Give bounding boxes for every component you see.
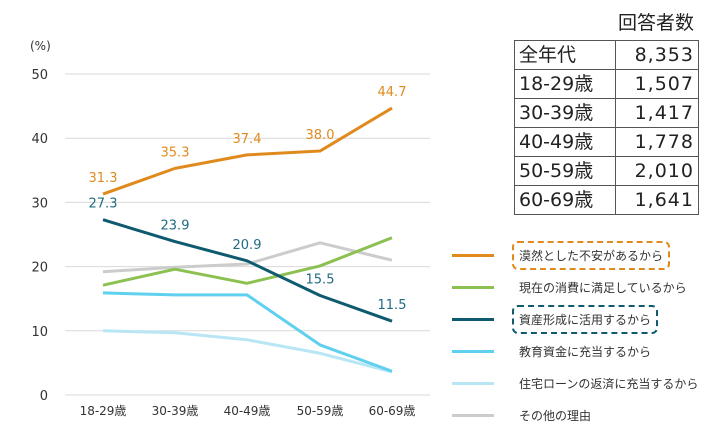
- respondent-count: 1,417: [615, 98, 699, 128]
- age-group: 40-49歳: [514, 127, 616, 157]
- y-tick-label: 30: [31, 196, 48, 211]
- series-line: [102, 329, 393, 374]
- legend-item: 教育資金に充当するから: [452, 336, 712, 366]
- respondent-count: 2,010: [615, 156, 699, 186]
- x-tick-label: 18-29歳: [80, 404, 127, 418]
- table-row: 30-39歳 1,417: [514, 98, 699, 128]
- age-group: 30-39歳: [514, 98, 616, 128]
- legend-item: 現在の消費に満足しているから: [452, 272, 712, 302]
- legend-swatch: [452, 253, 494, 257]
- respondents-title: 回答者数: [618, 12, 695, 34]
- x-tick-label: 60-69歳: [369, 404, 416, 418]
- legend-item: 住宅ローンの返済に充当するから: [452, 368, 712, 398]
- legend-swatch: [452, 381, 494, 385]
- table-row: 全年代 8,353: [514, 40, 699, 70]
- respondent-count: 8,353: [615, 40, 699, 70]
- y-tick-label: 0: [40, 389, 48, 404]
- respondents-table: 全年代 8,353 18-29歳 1,507 30-39歳 1,417 40-49歳 1,77…: [514, 40, 699, 215]
- data-label: 44.7: [378, 85, 407, 100]
- legend-item: 資産形成に活用するから: [452, 304, 712, 334]
- legend-swatch: [452, 413, 494, 417]
- y-tick-label: 50: [31, 68, 48, 83]
- data-label: 27.3: [89, 197, 118, 212]
- table-row: 40-49歳 1,778: [514, 127, 699, 157]
- y-tick-label: 20: [31, 261, 48, 276]
- series-line: [102, 106, 393, 196]
- data-label: 37.4: [233, 132, 262, 147]
- legend-swatch: [452, 317, 494, 321]
- y-tick-label: 40: [31, 132, 48, 147]
- legend-label: 漠然とした不安があるから: [512, 240, 671, 270]
- legend-item: その他の理由: [452, 400, 712, 430]
- age-group: 50-59歳: [514, 156, 616, 186]
- age-group: 60-69歳: [514, 185, 616, 215]
- table-row: 60-69歳 1,641: [514, 185, 699, 215]
- x-tick-label: 50-59歳: [297, 404, 344, 418]
- respondent-count: 1,641: [615, 185, 699, 215]
- data-label: 15.5: [306, 272, 335, 287]
- legend-label: 住宅ローンの返済に充当するから: [519, 376, 699, 391]
- legend-label: 教育資金に充当するから: [519, 344, 652, 359]
- age-group: 全年代: [514, 40, 616, 70]
- data-label: 31.3: [89, 171, 118, 186]
- respondent-count: 1,507: [615, 69, 699, 99]
- respondent-count: 1,778: [615, 127, 699, 157]
- legend-label: 資産形成に活用するから: [512, 304, 659, 334]
- line-chart: (%) 0 10 20 30 40 50 18-29歳 30-39歳 40-49歳 50-59歳 60…: [30, 39, 430, 418]
- table-row: 18-29歳 1,507: [514, 69, 699, 99]
- data-label: 38.0: [306, 128, 335, 143]
- legend-swatch: [452, 285, 494, 289]
- data-label: 35.3: [161, 145, 190, 160]
- data-label: 23.9: [161, 219, 190, 234]
- x-tick-label: 40-49歳: [224, 404, 271, 418]
- age-group: 18-29歳: [514, 69, 616, 99]
- legend-item: 漠然とした不安があるから: [452, 240, 712, 270]
- table-row: 50-59歳 2,010: [514, 156, 699, 186]
- y-axis-label: (%): [30, 39, 51, 53]
- legend-label: 現在の消費に満足しているから: [519, 280, 687, 295]
- x-tick-label: 30-39歳: [152, 404, 199, 418]
- y-tick-label: 10: [31, 325, 48, 340]
- data-label: 20.9: [233, 238, 262, 253]
- legend-swatch: [452, 349, 494, 353]
- legend-label: その他の理由: [519, 408, 592, 423]
- data-label: 11.5: [378, 298, 407, 313]
